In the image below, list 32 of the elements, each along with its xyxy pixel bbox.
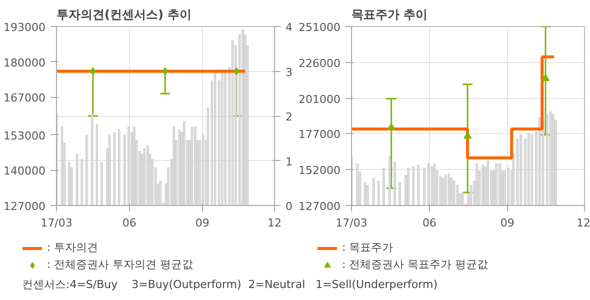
legend-label: : 투자의견	[47, 240, 98, 255]
legend-label: : 목표주가	[342, 240, 394, 255]
chart-title: 목표주가 추이	[352, 8, 428, 22]
y-tick-label: 226000	[298, 57, 341, 70]
y2-tick-label: 4	[286, 21, 292, 34]
chart-title: 투자의견(컨센서스) 추이	[56, 8, 192, 22]
y-tick-label: 201000	[298, 93, 341, 106]
y-tick-label: 177000	[298, 128, 341, 141]
x-tick-label: 09	[500, 216, 514, 230]
y2-tick-label: 1	[286, 155, 292, 168]
y-tick-label: 140000	[4, 164, 46, 178]
y-tick-label: 127000	[4, 200, 46, 213]
y-tick-label: 180000	[4, 56, 46, 70]
y2-tick-label: 0	[286, 200, 292, 213]
y2-tick-label: 3	[286, 66, 292, 79]
y-tick-label: 153000	[4, 129, 46, 142]
y-tick-label: 127000	[298, 200, 341, 213]
y-tick-label: 193000	[4, 21, 46, 34]
y-tick-label: 251000	[298, 21, 341, 34]
y-tick-label: 167000	[4, 92, 46, 105]
x-tick-label: 17/03	[40, 216, 72, 230]
y2-tick-label: 2	[286, 110, 292, 124]
text: 컨센서스:4=S/Buy 3=Buy(Outperform) 2=Neutral 1=Sell(Underperform)	[22, 277, 438, 293]
x-tick-label: 12	[268, 216, 282, 230]
x-tick-label: 09	[195, 216, 210, 230]
x-tick-label: 12	[576, 216, 590, 230]
x-tick-label: 06	[122, 216, 136, 230]
legend-label: : 전체증권사 투자의견 평균값	[47, 257, 194, 272]
x-tick-label: 06	[422, 216, 436, 230]
y-tick-label: 152000	[298, 164, 341, 177]
x-tick-label: 17/03	[336, 216, 368, 230]
legend-label: : 전체증권사 목표주가 평균값	[342, 257, 488, 272]
